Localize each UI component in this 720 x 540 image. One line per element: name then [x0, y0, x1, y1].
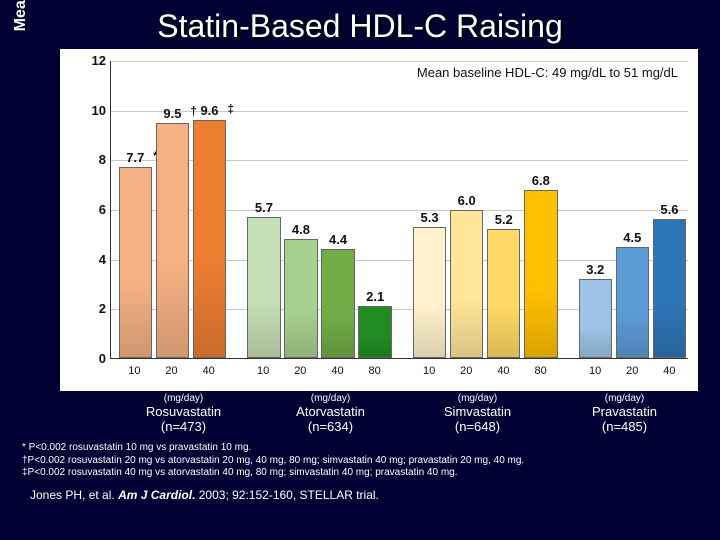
group-name: Atorvastatin: [257, 404, 404, 419]
group-unit: (mg/day): [110, 393, 257, 404]
bar: 7.7: [119, 167, 152, 358]
bar-value-label: 4.8: [292, 222, 310, 237]
y-tick-label: 4: [82, 252, 106, 267]
bar: 4.8: [284, 239, 317, 358]
y-tick-label: 0: [82, 351, 106, 366]
citation-authors: Jones PH, et al.: [30, 488, 115, 502]
group-unit: (mg/day): [404, 393, 551, 404]
y-tick-label: 8: [82, 152, 106, 167]
group-n: (n=473): [110, 419, 257, 434]
chart-plot: Mean baseline HDL-C: 49 mg/dL to 51 mg/d…: [60, 49, 698, 391]
x-tick-label: 80: [534, 365, 546, 377]
bar: 4.4: [321, 249, 354, 358]
bar: 5.7: [247, 217, 280, 358]
y-tick-label: 10: [82, 103, 106, 118]
group-label: (mg/day)Pravastatin(n=485): [551, 393, 698, 434]
group-n: (n=648): [404, 419, 551, 434]
group-unit: (mg/day): [257, 393, 404, 404]
footnote-line: * P<0.002 rosuvastatin 10 mg vs pravasta…: [22, 442, 698, 455]
group-name: Rosuvastatin: [110, 404, 257, 419]
chart-container: Mean baseline HDL-C: 49 mg/dL to 51 mg/d…: [60, 49, 698, 391]
bar-value-label: 5.2: [495, 212, 513, 227]
x-tick-label: 20: [460, 365, 472, 377]
y-tick-label: 12: [82, 53, 106, 68]
group-n: (n=634): [257, 419, 404, 434]
footnote-line: †P<0.002 rosuvastatin 20 mg vs atorvasta…: [22, 455, 698, 468]
citation-journal: Am J Cardiol.: [118, 488, 195, 502]
x-tick-label: 10: [423, 365, 435, 377]
group-label: (mg/day)Atorvastatin(n=634): [257, 393, 404, 434]
footnotes: * P<0.002 rosuvastatin 10 mg vs pravasta…: [22, 442, 698, 480]
x-tick-label: 40: [203, 365, 215, 377]
significance-marker: †: [190, 104, 197, 118]
x-tick-label: 40: [331, 365, 343, 377]
bar: 9.5: [156, 123, 189, 358]
bar: 9.6: [193, 120, 226, 358]
group-unit: (mg/day): [551, 393, 698, 404]
bar-value-label: 9.5: [163, 106, 181, 121]
group-name: Pravastatin: [551, 404, 698, 419]
y-axis-label: Mean % change from baseline HDL-C: [12, 0, 30, 60]
bar-value-label: 4.4: [329, 232, 347, 247]
x-tick-label: 10: [128, 365, 140, 377]
group-labels-row: (mg/day)Rosuvastatin(n=473)(mg/day)Atorv…: [110, 393, 698, 434]
y-tick-label: 6: [82, 202, 106, 217]
bar-value-label: 9.6: [200, 103, 218, 118]
bar: 4.5: [616, 247, 649, 358]
bar: 6.0: [450, 210, 483, 359]
significance-marker: ‡: [227, 102, 234, 116]
group-n: (n=485): [551, 419, 698, 434]
y-tick-label: 2: [82, 301, 106, 316]
bar-value-label: 7.7: [126, 150, 144, 165]
bar: 5.6: [653, 219, 686, 358]
bar-value-label: 6.0: [458, 193, 476, 208]
footnote-line: ‡P<0.002 rosuvastatin 40 mg vs atorvasta…: [22, 467, 698, 480]
bar-value-label: 5.7: [255, 200, 273, 215]
group-name: Simvastatin: [404, 404, 551, 419]
x-tick-label: 20: [294, 365, 306, 377]
bar: 6.8: [524, 190, 557, 358]
group-label: (mg/day)Rosuvastatin(n=473): [110, 393, 257, 434]
x-tick-label: 80: [369, 365, 381, 377]
x-tick-label: 10: [257, 365, 269, 377]
citation-rest: 2003; 92:152-160, STELLAR trial.: [195, 488, 378, 502]
bar-value-label: 5.6: [660, 202, 678, 217]
bar: 5.2: [487, 229, 520, 358]
citation: Jones PH, et al. Am J Cardiol. 2003; 92:…: [30, 488, 698, 502]
x-tick-label: 20: [165, 365, 177, 377]
x-tick-label: 20: [626, 365, 638, 377]
bar-value-label: 3.2: [586, 262, 604, 277]
bar-value-label: 6.8: [532, 173, 550, 188]
bar-value-label: 5.3: [421, 210, 439, 225]
bar-value-label: 4.5: [623, 230, 641, 245]
x-tick-label: 10: [589, 365, 601, 377]
bar: 5.3: [413, 227, 446, 358]
bar: 2.1: [358, 306, 391, 358]
group-label: (mg/day)Simvastatin(n=648): [404, 393, 551, 434]
x-tick-label: 40: [663, 365, 675, 377]
bar-value-label: 2.1: [366, 289, 384, 304]
page-title: Statin-Based HDL-C Raising: [0, 0, 720, 49]
bar: 3.2: [579, 279, 612, 358]
x-tick-label: 40: [497, 365, 509, 377]
chart-area: *7.7†9.5‡9.65.74.84.42.15.36.05.26.83.24…: [110, 61, 688, 359]
